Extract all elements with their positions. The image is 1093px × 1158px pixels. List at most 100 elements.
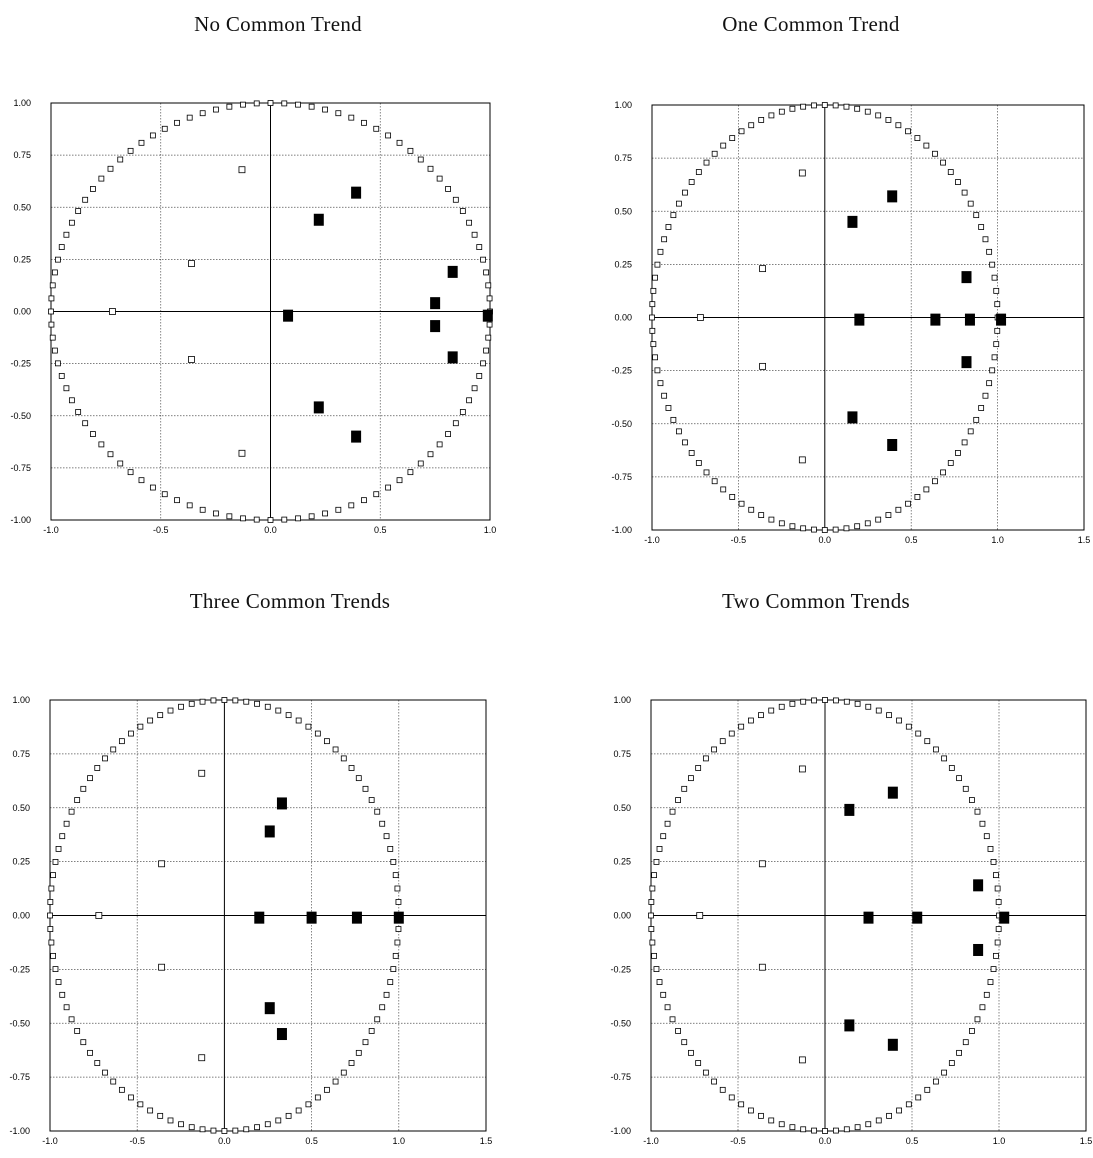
root-marker-filled (306, 911, 317, 924)
unit-circle-marker (974, 1016, 981, 1023)
unit-circle-marker (387, 846, 394, 852)
unit-circle-marker (243, 1126, 250, 1133)
unit-circle-marker (821, 102, 828, 108)
unit-circle-marker (695, 1060, 702, 1066)
unit-circle-marker (374, 808, 381, 815)
unit-circle-marker (314, 1094, 321, 1101)
unit-circle-marker (961, 189, 968, 196)
unit-circle-marker (657, 380, 664, 387)
unit-circle-marker (669, 1016, 676, 1023)
unit-circle-marker (649, 327, 656, 334)
unit-circle-marker (348, 1060, 355, 1066)
root-marker-filled (996, 313, 1007, 326)
y-tick-label: 0.25 (613, 857, 631, 867)
chart-panel-two-common-trends: Two Common Trends -1.00 -0.75 -0.50 -0.25 0.… (546, 578, 1093, 1158)
unit-circle-marker (87, 775, 93, 782)
unit-circle-marker (648, 899, 655, 905)
unit-circle-marker (688, 775, 694, 782)
unit-circle-marker (661, 236, 668, 243)
unit-circle-marker (703, 469, 710, 476)
unit-circle-marker (264, 703, 271, 710)
unit-circle-marker (990, 966, 997, 972)
unit-circle-marker (650, 341, 657, 348)
unit-circle-marker (967, 428, 974, 435)
unit-circle-marker (923, 142, 930, 149)
unit-circle-marker (738, 500, 745, 507)
unit-circle-marker (49, 282, 56, 289)
unit-circle-marker (199, 506, 206, 513)
x-tick-label: -1.0 (43, 525, 59, 535)
unit-circle-marker (987, 846, 994, 852)
y-tick-label: -0.25 (610, 964, 631, 974)
unit-circle-marker (854, 523, 861, 530)
unit-circle-marker (390, 966, 397, 972)
unit-circle-marker (768, 516, 775, 523)
unit-circle-marker (186, 502, 193, 509)
root-marker-filled (447, 265, 458, 278)
unit-circle-marker (128, 1094, 134, 1101)
unit-circle-marker (445, 431, 451, 437)
root-marker-filled (430, 320, 441, 333)
unit-circle-marker (695, 765, 702, 771)
unit-circle-marker (738, 1101, 745, 1108)
unit-circle-marker (253, 516, 260, 523)
unit-circle-marker (941, 1069, 948, 1076)
unit-circle-marker (940, 159, 946, 166)
unit-circle-marker (986, 380, 993, 387)
unit-circle-marker (110, 746, 117, 753)
unit-circle-marker (476, 373, 483, 379)
unit-circle-marker (978, 405, 985, 411)
unit-circle-marker (417, 460, 424, 467)
unit-circle-marker (905, 128, 911, 135)
unit-circle-marker (720, 142, 727, 149)
unit-circle-marker (281, 100, 288, 107)
unit-circle-marker (969, 1028, 975, 1034)
root-marker-open (95, 912, 103, 919)
unit-circle-marker (436, 441, 443, 448)
root-marker-open (798, 765, 806, 773)
unit-circle-marker (924, 738, 931, 745)
unit-circle-marker (681, 1039, 688, 1046)
unit-circle-marker (118, 738, 125, 745)
unit-circle-marker (955, 450, 961, 456)
root-marker-filled (313, 401, 324, 414)
unit-circle-marker (362, 785, 369, 792)
unit-circle-marker (688, 450, 695, 456)
x-tick-label: 0.5 (374, 525, 387, 535)
unit-circle-marker (436, 175, 443, 182)
unit-circle-marker (932, 478, 938, 485)
unit-circle-marker (994, 327, 1001, 334)
unit-circle-marker (875, 1117, 882, 1124)
unit-circle-marker (226, 103, 233, 110)
unit-circle-marker (695, 460, 702, 466)
unit-circle-marker (127, 469, 134, 476)
unit-circle-marker (993, 872, 999, 879)
unit-circle-marker (748, 1107, 754, 1114)
root-marker-open (198, 769, 206, 777)
unit-circle-marker (335, 110, 342, 117)
root-marker-open (188, 260, 195, 267)
unit-circle-marker (800, 1126, 807, 1133)
y-tick-label: -0.75 (10, 463, 31, 473)
unit-circle-marker (821, 527, 828, 533)
unit-circle-marker (990, 859, 997, 865)
unit-circle-marker (948, 1060, 955, 1066)
unit-circle-marker (167, 707, 174, 714)
x-tick-label: -0.5 (129, 1136, 145, 1146)
y-tick-label: -1.00 (610, 1126, 631, 1136)
unit-circle-marker (98, 441, 105, 448)
x-tick-label: 0.0 (264, 525, 277, 535)
unit-circle-marker (914, 494, 921, 500)
unit-circle-marker (48, 295, 55, 302)
unit-circle-marker (264, 1121, 271, 1128)
unit-circle-marker (213, 510, 219, 517)
unit-circle-marker (368, 797, 375, 803)
unit-circle-marker (915, 1094, 922, 1101)
root-marker-filled (999, 911, 1010, 924)
unit-circle-marker (55, 846, 62, 852)
unit-circle-marker (843, 103, 850, 110)
unit-circle-marker (138, 139, 145, 146)
unit-circle-marker (875, 112, 882, 119)
root-marker-open (188, 356, 195, 363)
x-tick-label: 1.5 (1078, 535, 1091, 545)
